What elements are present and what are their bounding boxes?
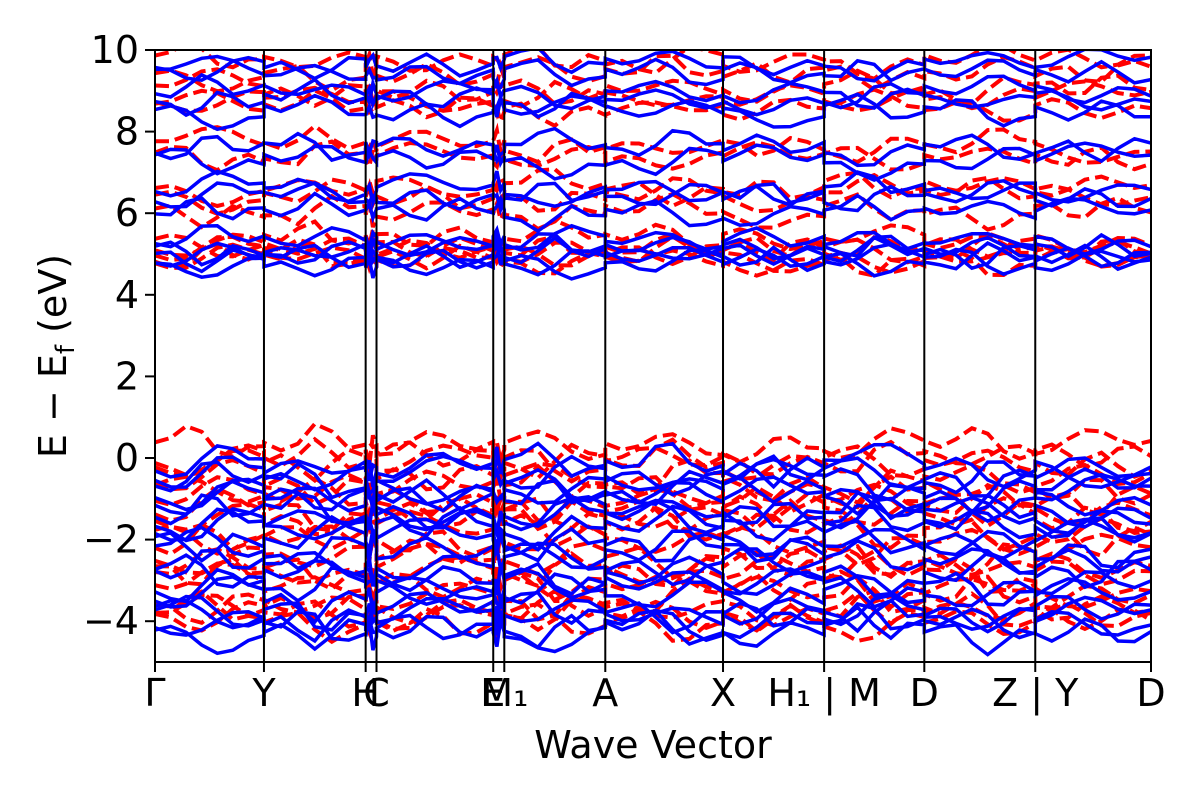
x-tick-label: H xyxy=(351,671,380,715)
x-tick-label: E xyxy=(481,671,505,715)
y-axis-label-main: E − E xyxy=(31,354,75,458)
x-tick-label: D xyxy=(910,671,939,715)
y-tick-label: 4 xyxy=(115,273,139,317)
x-tick-label: Z | Y xyxy=(992,671,1079,716)
y-tick-label: 2 xyxy=(115,354,139,398)
x-axis: Γ Y HC EM₁ A X H₁ | M D Z | Y D xyxy=(144,662,1166,716)
x-axis-label: Wave Vector xyxy=(534,723,772,767)
y-axis: −4 −2 0 2 4 6 8 10 xyxy=(83,28,155,643)
kpoint-lines-group xyxy=(154,50,1152,662)
reference-band-line xyxy=(155,87,1151,129)
x-tick-label: D xyxy=(1136,671,1165,715)
plot-frame xyxy=(154,49,1152,663)
y-tick-label: 8 xyxy=(115,110,139,154)
x-tick-label: M₁ xyxy=(480,671,528,715)
x-tick-label: A xyxy=(592,671,618,715)
y-tick-label: −2 xyxy=(83,518,139,562)
x-tick-label: H₁ | M xyxy=(767,671,881,716)
x-tick-label: C xyxy=(363,671,390,715)
y-tick-label: 10 xyxy=(91,28,139,72)
y-axis-label-sub: f xyxy=(51,344,81,354)
x-tick-label: Y xyxy=(251,671,276,715)
model-bands-group xyxy=(155,50,1151,657)
y-tick-label: 0 xyxy=(115,436,139,480)
y-axis-label: E − Ef (eV) xyxy=(31,254,81,458)
y-tick-label: −4 xyxy=(83,599,139,643)
y-axis-label-unit: (eV) xyxy=(31,254,75,345)
x-tick-label: Γ xyxy=(144,671,165,715)
x-tick-label: X xyxy=(710,671,736,715)
y-tick-label: 6 xyxy=(115,191,139,235)
